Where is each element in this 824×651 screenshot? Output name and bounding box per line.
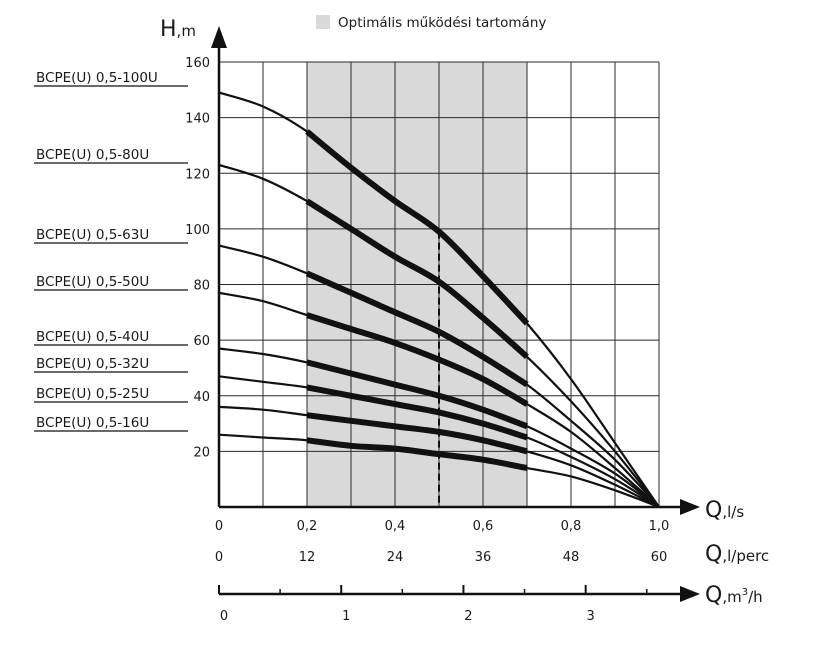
y-tick-label: 20 bbox=[193, 445, 210, 460]
x-tick-label-ls: 0,8 bbox=[561, 519, 582, 534]
x-tick-label-ls: 0,4 bbox=[385, 519, 406, 534]
series-label-3: BCPE(U) 0,5-63U bbox=[36, 227, 149, 243]
x-axis-arrow bbox=[680, 499, 700, 515]
x-tick-label-ls: 0 bbox=[215, 519, 223, 534]
y-tick-label: 100 bbox=[185, 223, 210, 238]
series-label-7: BCPE(U) 0,5-25U bbox=[36, 386, 149, 402]
x-tick-label-m3h: 3 bbox=[587, 609, 595, 624]
y-axis-title-unit: ,m bbox=[177, 22, 196, 40]
x-tick-label-ls: 1,0 bbox=[649, 519, 670, 534]
y-tick-label: 60 bbox=[193, 334, 210, 349]
x-tick-label-lpm: 36 bbox=[475, 550, 492, 565]
curve-2-optimal-segment bbox=[305, 198, 529, 360]
x-tick-label-ls: 0,6 bbox=[473, 519, 494, 534]
series-label-1: BCPE(U) 0,5-100U bbox=[36, 70, 158, 86]
x-tick-label-lpm: 60 bbox=[651, 550, 668, 565]
x-axis-title-ls-main: Q bbox=[705, 498, 722, 523]
series-label-2: BCPE(U) 0,5-80U bbox=[36, 147, 149, 163]
series-label-8: BCPE(U) 0,5-16U bbox=[36, 415, 149, 431]
y-tick-label: 80 bbox=[193, 279, 210, 294]
series-label-5: BCPE(U) 0,5-40U bbox=[36, 329, 149, 345]
x-axis-title-m3h: Q,m3/h bbox=[705, 583, 763, 608]
m3h-axis-arrow bbox=[680, 586, 700, 602]
curve-6-optimal-segment bbox=[306, 384, 528, 441]
y-tick-label: 160 bbox=[185, 56, 210, 71]
x-axis-title-ls: Q,l/s bbox=[705, 498, 744, 523]
y-tick-label: 120 bbox=[185, 167, 210, 182]
x-tick-label-m3h: 2 bbox=[464, 609, 472, 624]
x-axis-title-lpm: Q,l/perc bbox=[705, 542, 769, 567]
curve-5-optimal-segment bbox=[306, 359, 529, 430]
x-axis-title-lpm-unit: ,l/perc bbox=[722, 547, 769, 565]
curve-3-optimal-segment bbox=[305, 270, 529, 388]
curve-4-optimal-segment bbox=[306, 312, 529, 407]
x-axis-title-m3h-tail: /h bbox=[748, 588, 763, 606]
x-tick-label-lpm: 24 bbox=[387, 550, 404, 565]
x-tick-label-m3h: 0 bbox=[220, 609, 228, 624]
y-axis-arrow bbox=[211, 26, 227, 48]
y-tick-label: 40 bbox=[193, 390, 210, 405]
x-tick-label-lpm: 12 bbox=[299, 550, 316, 565]
x-axis-title-lpm-main: Q bbox=[705, 542, 722, 567]
legend-swatch bbox=[316, 15, 330, 29]
x-axis-title-m3h-unit: ,m bbox=[722, 588, 741, 606]
x-tick-label-ls: 0,2 bbox=[297, 519, 318, 534]
x-axis-title-m3h-main: Q bbox=[705, 583, 722, 608]
curve-8-optimal-segment bbox=[306, 437, 528, 472]
x-tick-label-lpm: 48 bbox=[563, 550, 580, 565]
x-tick-label-lpm: 0 bbox=[215, 550, 223, 565]
x-tick-label-m3h: 1 bbox=[342, 609, 350, 624]
y-tick-label: 140 bbox=[185, 112, 210, 127]
y-axis-title-main: H bbox=[160, 17, 177, 42]
x-axis-title-ls-unit: ,l/s bbox=[722, 503, 744, 521]
y-axis-title: H,m bbox=[160, 17, 196, 42]
series-label-6: BCPE(U) 0,5-32U bbox=[36, 356, 149, 372]
curve-1-optimal-segment bbox=[305, 129, 530, 326]
legend-label: Optimális működési tartomány bbox=[338, 15, 546, 31]
series-label-4: BCPE(U) 0,5-50U bbox=[36, 274, 149, 290]
curve-7-optimal-segment bbox=[306, 412, 528, 455]
x-axis-title-m3h-sup: 3 bbox=[742, 587, 748, 598]
